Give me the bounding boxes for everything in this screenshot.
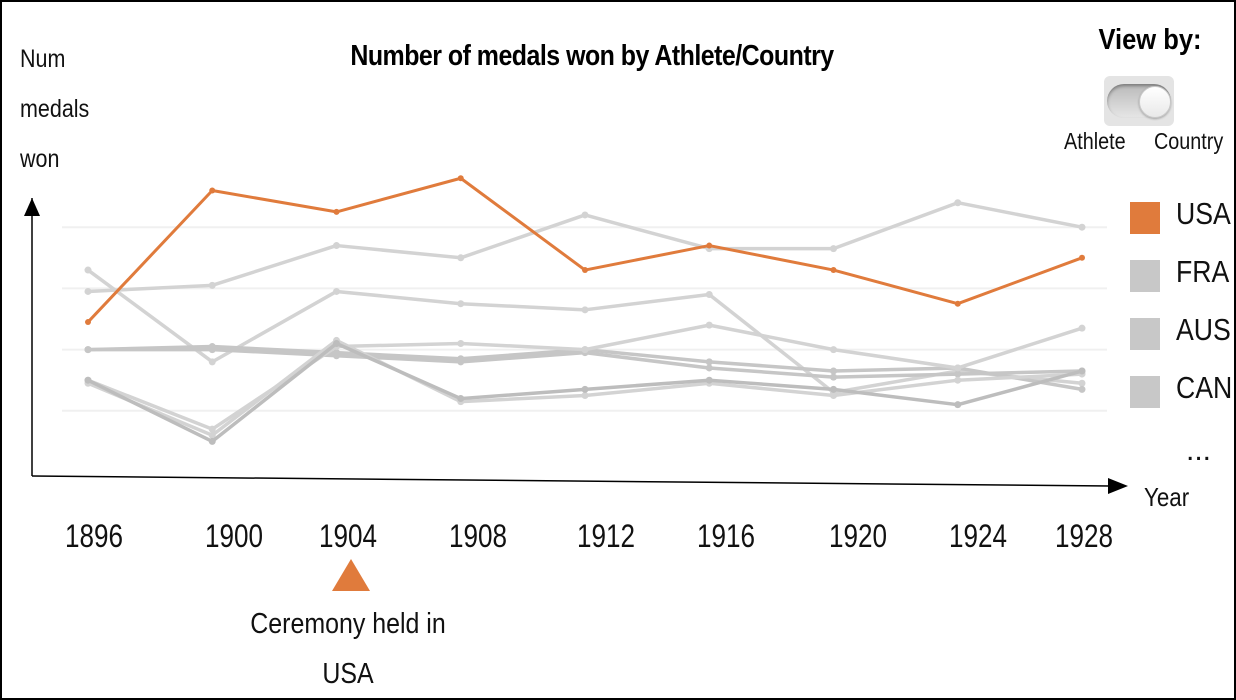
- data-point: [1078, 324, 1086, 332]
- chart-title: Number of medals won by Athlete/Country: [350, 40, 834, 72]
- x-tick-label: 1908: [449, 518, 507, 554]
- annotation-line: USA: [322, 658, 374, 690]
- legend-label: CAN: [1176, 370, 1233, 405]
- data-point: [581, 385, 589, 393]
- data-point: [705, 358, 713, 366]
- x-tick-label: 1928: [1055, 518, 1113, 554]
- view-by-label: View by:: [1098, 24, 1202, 56]
- data-point: [830, 267, 837, 274]
- x-axis-line: [31, 475, 1111, 487]
- data-point: [1078, 385, 1086, 393]
- series-line-6[interactable]: [87, 323, 1083, 431]
- data-point: [84, 346, 92, 354]
- legend-item-usa[interactable]: USA: [1130, 192, 1234, 250]
- data-point: [705, 321, 713, 329]
- data-point: [830, 373, 837, 381]
- data-point: [333, 339, 340, 347]
- legend-item-aus[interactable]: AUS: [1130, 308, 1234, 366]
- data-point: [830, 367, 837, 375]
- legend-item-fra[interactable]: FRA: [1130, 250, 1234, 308]
- data-point: [457, 395, 465, 403]
- legend-label: FRA: [1176, 254, 1230, 289]
- data-point: [581, 306, 589, 314]
- data-point: [830, 392, 837, 399]
- legend-label: USA: [1176, 196, 1231, 231]
- x-tick-label: 1916: [697, 518, 755, 554]
- annotation-line: Ceremony held in: [250, 608, 446, 640]
- data-point: [457, 339, 465, 347]
- data-point: [457, 254, 465, 262]
- data-point: [705, 291, 713, 299]
- data-point: [84, 376, 92, 384]
- data-point: [706, 242, 713, 249]
- data-point: [84, 287, 92, 295]
- data-point: [208, 431, 216, 439]
- legend-more-indicator[interactable]: ...: [1186, 434, 1212, 467]
- data-point: [954, 364, 962, 372]
- data-point: [954, 376, 962, 384]
- legend-label: AUS: [1176, 312, 1231, 347]
- data-point: [705, 364, 713, 372]
- data-point: [1078, 223, 1086, 231]
- data-point: [581, 346, 589, 354]
- data-point: [208, 425, 216, 433]
- x-axis-label: Year: [1144, 482, 1190, 512]
- data-point: [208, 358, 216, 366]
- view-by-toggle[interactable]: [1104, 76, 1174, 126]
- y-axis-arrow-icon: [24, 198, 40, 216]
- data-point: [84, 266, 92, 274]
- data-point: [209, 187, 216, 194]
- data-point: [830, 346, 837, 354]
- legend-swatch: [1130, 260, 1160, 292]
- data-point: [208, 281, 216, 289]
- view-option-country[interactable]: Country: [1154, 128, 1224, 154]
- x-tick-label: 1924: [949, 518, 1007, 554]
- data-point: [954, 199, 962, 207]
- y-axis-label: Num medals won: [20, 34, 106, 184]
- data-point: [333, 287, 340, 295]
- data-point: [954, 370, 962, 378]
- data-point: [954, 401, 962, 409]
- y-axis-label-line: won: [20, 145, 60, 173]
- data-point: [954, 300, 961, 307]
- data-point: [457, 300, 465, 308]
- data-point: [581, 211, 589, 219]
- series-line-usa[interactable]: [86, 176, 1083, 324]
- legend-swatch: [1130, 376, 1160, 408]
- data-point: [85, 319, 91, 326]
- data-point: [333, 208, 340, 215]
- data-point: [705, 376, 713, 384]
- data-point: [1078, 379, 1086, 387]
- data-point: [333, 352, 340, 360]
- y-axis-label-line: Num: [20, 45, 66, 73]
- data-point: [457, 175, 464, 182]
- x-tick-label: 1904: [319, 518, 377, 554]
- x-tick-label: 1912: [577, 518, 635, 554]
- data-point: [581, 392, 589, 399]
- data-point: [457, 358, 465, 366]
- x-tick-label: 1896: [65, 518, 123, 554]
- y-axis-label-line: medals: [20, 95, 90, 123]
- toggle-knob[interactable]: [1139, 86, 1171, 118]
- triangle-marker-icon: [332, 559, 370, 591]
- data-point: [333, 242, 340, 250]
- data-point: [1078, 367, 1086, 375]
- x-tick-label: 1920: [829, 518, 887, 554]
- legend-swatch: [1130, 318, 1160, 350]
- data-point: [1079, 254, 1085, 261]
- data-point: [208, 437, 216, 445]
- data-point: [208, 346, 216, 354]
- data-point: [830, 245, 837, 253]
- legend-swatch: [1130, 202, 1160, 234]
- view-option-athlete[interactable]: Athlete: [1064, 128, 1126, 154]
- x-tick-label: 1900: [205, 518, 263, 554]
- legend: USA FRA AUS CAN: [1130, 192, 1234, 424]
- data-point: [582, 267, 588, 274]
- legend-item-can[interactable]: CAN: [1130, 366, 1234, 424]
- annotation: Ceremony held in USA: [245, 599, 451, 698]
- data-point: [830, 385, 837, 393]
- x-axis-arrow-icon: [1108, 478, 1128, 494]
